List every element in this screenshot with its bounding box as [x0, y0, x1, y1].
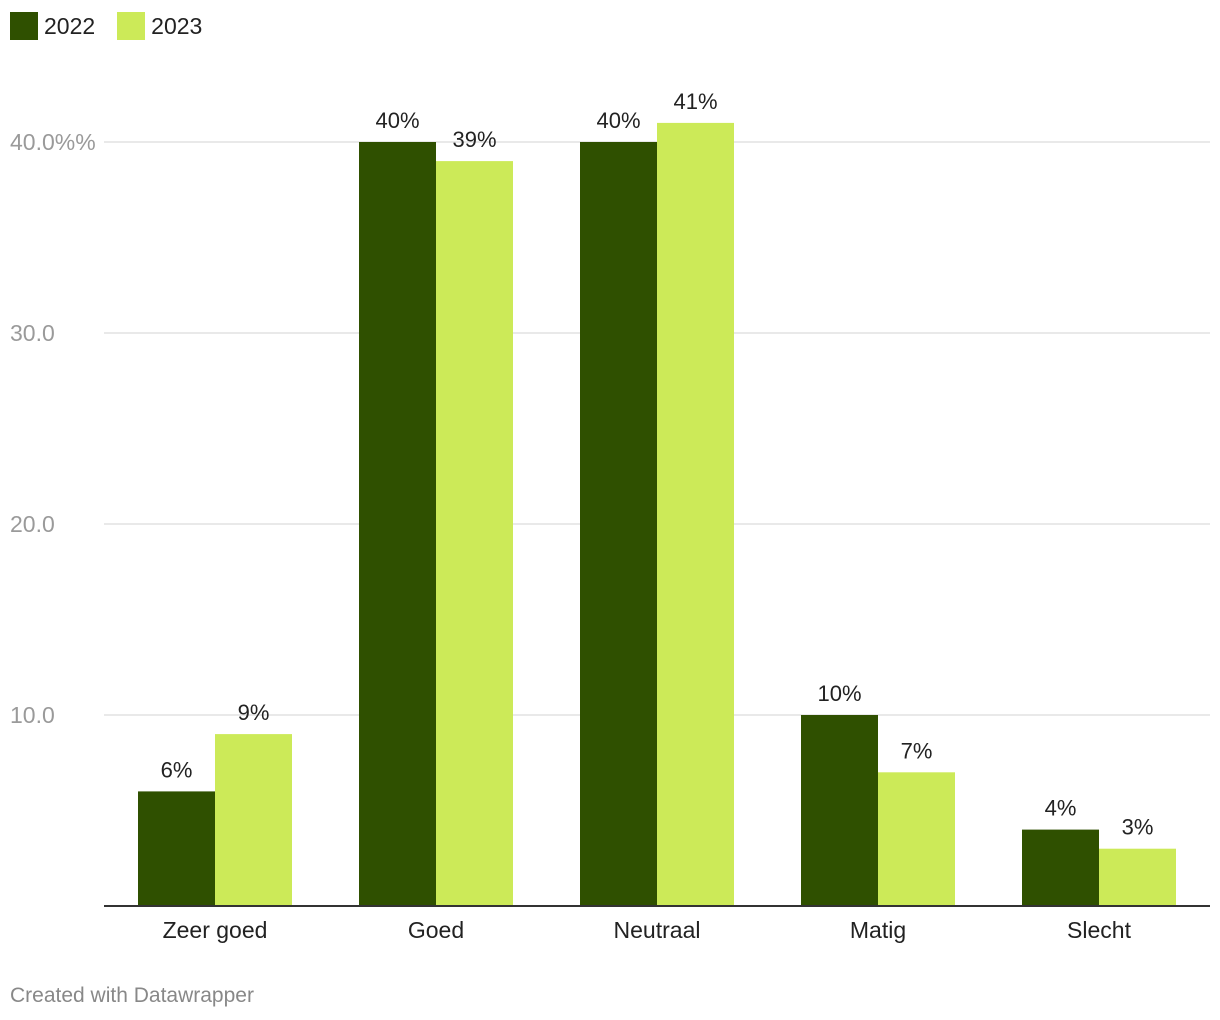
- value-labels: 6% 9% 40% 39% 40% 41% 10% 7% 4% 3%: [161, 89, 1154, 840]
- legend-item-2023: 2023: [117, 12, 202, 40]
- value-label-2022-2: 40%: [596, 108, 640, 133]
- value-label-2022-1: 40%: [375, 108, 419, 133]
- category-label-0: Zeer goed: [163, 917, 268, 943]
- legend-label-2023: 2023: [151, 12, 203, 39]
- category-label-2: Neutraal: [614, 917, 701, 943]
- bar-2022-4: [1022, 829, 1099, 906]
- value-label-2022-0: 6%: [161, 757, 193, 782]
- legend-label-2022: 2022: [44, 12, 96, 39]
- value-label-2023-2: 41%: [673, 89, 717, 114]
- legend-item-2022: 2022: [10, 12, 95, 40]
- chart-legend: 2022 2023: [10, 12, 202, 40]
- bar-2023-0: [215, 734, 292, 906]
- legend-swatch-2023: [117, 12, 146, 40]
- y-tick-label-40: 40.0%%: [10, 129, 96, 155]
- category-label-3: Matig: [850, 917, 906, 943]
- category-labels: Zeer goed Goed Neutraal Matig Slecht: [163, 917, 1132, 943]
- bar-2023-1: [436, 161, 513, 907]
- y-tick-label-20: 20.0: [10, 511, 55, 537]
- value-label-2023-4: 3%: [1122, 815, 1154, 840]
- value-label-2023-1: 39%: [452, 127, 496, 152]
- category-label-4: Slecht: [1067, 917, 1132, 943]
- legend-swatch-2022: [10, 12, 38, 40]
- y-tick-label-30: 30.0: [10, 320, 55, 346]
- y-tick-label-10: 10.0: [10, 702, 55, 728]
- value-label-2022-3: 10%: [817, 681, 861, 706]
- value-label-2023-0: 9%: [238, 700, 270, 725]
- bar-2022-1: [359, 142, 436, 906]
- bar-2023-4: [1099, 848, 1176, 906]
- footer-credit: Created with Datawrapper: [10, 984, 254, 1007]
- value-label-2022-4: 4%: [1045, 796, 1077, 821]
- bars: [138, 122, 1176, 907]
- category-label-1: Goed: [408, 917, 464, 943]
- bar-2022-3: [801, 715, 878, 906]
- value-label-2023-3: 7%: [901, 738, 933, 763]
- bar-2023-3: [878, 772, 955, 906]
- bar-2023-2: [657, 122, 734, 906]
- bar-2022-0: [138, 791, 215, 906]
- bar-2022-2: [580, 142, 657, 906]
